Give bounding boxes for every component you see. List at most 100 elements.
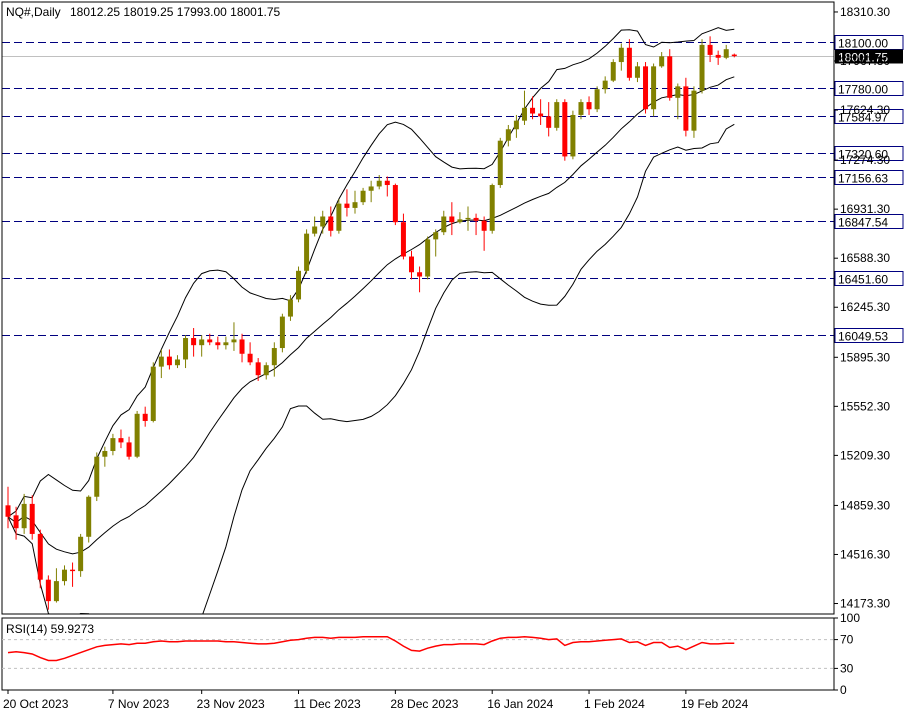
candle-body (336, 203, 342, 231)
candle-body (392, 185, 398, 223)
candle (61, 565, 67, 586)
candle (457, 212, 463, 224)
candle-body (78, 536, 84, 572)
level-label-box (834, 328, 904, 343)
candle (13, 506, 19, 540)
candle (158, 349, 164, 379)
symbol-timeframe: NQ#,Daily (6, 5, 61, 19)
candle (37, 529, 43, 589)
candle-body (231, 339, 237, 343)
candle-body (61, 569, 67, 582)
candle (142, 406, 148, 427)
candle-body (586, 102, 592, 110)
candle-body (86, 496, 92, 537)
candle-body (659, 56, 665, 67)
candle-body (304, 233, 310, 271)
candle-body (634, 66, 640, 78)
rsi-tick-label: 70 (840, 633, 854, 647)
price-tick-label: 15895.30 (840, 350, 890, 364)
candle (643, 62, 649, 114)
candle-body (489, 185, 495, 231)
price-tick-label: 17624.30 (840, 103, 890, 117)
level-label: 17320.60 (838, 148, 888, 162)
candle (497, 137, 503, 188)
candle-body (457, 219, 463, 223)
candle (304, 229, 310, 274)
candle-body (118, 438, 124, 443)
candle-body (691, 90, 697, 131)
time-tick-label: 28 Dec 2023 (390, 697, 458, 711)
candle (667, 49, 673, 101)
candle-body (651, 66, 657, 110)
bb-upper-band (7, 27, 735, 518)
candle-body (255, 362, 261, 376)
candle-body (199, 339, 205, 346)
level-label: 16451.60 (838, 273, 888, 287)
candle (634, 62, 640, 83)
candle-body (554, 102, 560, 128)
candle-body (699, 44, 705, 91)
level-label-box (834, 170, 904, 185)
level-label-box (834, 146, 904, 161)
candle (344, 189, 350, 217)
price-tick-label: 14516.30 (840, 547, 890, 561)
candle-body (94, 456, 100, 497)
candle-body (29, 503, 35, 534)
candle-body (384, 180, 390, 186)
candle-body (37, 533, 43, 580)
candle (594, 86, 600, 113)
candle (659, 52, 665, 68)
candle (392, 183, 398, 226)
candle (715, 50, 721, 65)
candle-body (102, 450, 108, 457)
candle (255, 358, 261, 381)
time-tick-label: 7 Nov 2023 (108, 697, 170, 711)
candle-body (134, 413, 140, 457)
candle (360, 187, 366, 206)
candle (199, 335, 205, 357)
candle-body (45, 579, 51, 602)
level-label: 18100.00 (838, 37, 888, 51)
price-tick-label: 18310.30 (840, 5, 890, 19)
candle (29, 495, 35, 540)
time-tick-label: 20 Oct 2023 (3, 697, 69, 711)
candle-body (731, 54, 737, 57)
level-label-box (834, 81, 904, 96)
candle (134, 410, 140, 459)
candle (465, 206, 471, 231)
candle (425, 236, 431, 280)
candle (449, 202, 455, 236)
candle-body (425, 239, 431, 277)
candle-body (626, 47, 632, 78)
candle-body (263, 365, 269, 376)
candle-body (247, 353, 253, 363)
candle (554, 99, 560, 131)
candle-body (497, 140, 503, 186)
candle-body (279, 316, 285, 349)
candle-body (667, 56, 673, 98)
candle (271, 342, 277, 377)
candle-body (562, 102, 568, 157)
time-tick-label: 16 Jan 2024 (487, 697, 553, 711)
candle-body (505, 129, 511, 141)
candle (215, 336, 221, 350)
candle (183, 335, 189, 369)
candle (489, 183, 495, 234)
candle (691, 86, 697, 138)
time-tick-label: 23 Nov 2023 (197, 697, 265, 711)
rsi-tick-label: 100 (840, 611, 860, 625)
candle (530, 96, 536, 120)
candle-body (215, 342, 221, 346)
candle (207, 333, 213, 346)
candle (5, 486, 11, 529)
bb-middle-band (7, 76, 735, 555)
candle (473, 213, 479, 236)
candle-body (13, 515, 19, 529)
candle-body (5, 505, 11, 517)
candle-body (417, 272, 423, 277)
candle-body (610, 62, 616, 81)
candle (45, 575, 51, 610)
candle-body (191, 338, 197, 346)
level-label: 17156.63 (838, 172, 888, 186)
